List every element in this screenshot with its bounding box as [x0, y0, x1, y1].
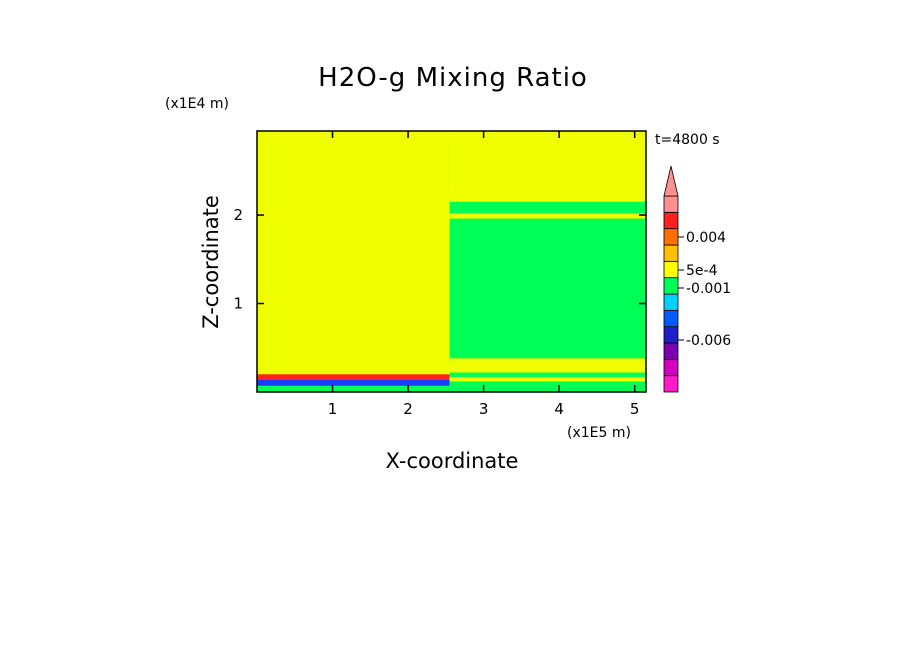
x-tick-label: 3	[479, 400, 489, 418]
field-region	[257, 374, 450, 380]
colorbar: 0.004 5e-4 -0.001 -0.006	[663, 165, 731, 393]
x-tick-label: 2	[403, 400, 413, 418]
y-axis-ticks: 12	[233, 206, 646, 313]
chart-title: H2O-g Mixing Ratio	[318, 63, 588, 93]
x-unit-label: (x1E5 m)	[567, 425, 631, 441]
x-tick-label: 1	[328, 400, 338, 418]
colorbar-segment	[663, 260, 679, 279]
plot-area	[256, 130, 647, 393]
colorbar-segment	[663, 326, 679, 344]
x-tick-label: 5	[630, 400, 640, 418]
field-region	[257, 385, 450, 392]
colorbar-segment	[663, 375, 679, 393]
colorbar-segment	[663, 293, 679, 311]
plot-frame	[256, 130, 647, 393]
colorbar-segment	[663, 195, 679, 213]
colorbar-label: -0.001	[686, 281, 731, 297]
z-unit-label: (x1E4 m)	[165, 96, 229, 112]
field-region	[449, 376, 646, 382]
x-axis-label: X-coordinate	[386, 449, 519, 473]
colorbar-segment	[663, 277, 679, 295]
field-region	[257, 379, 450, 386]
colorbar-extension	[663, 165, 679, 197]
colorbar-label: -0.006	[686, 333, 731, 349]
field-region	[449, 131, 646, 202]
y-tick-label: 2	[233, 206, 243, 224]
colorbar-label: 0.004	[686, 230, 726, 246]
time-label: t=4800 s	[655, 132, 720, 148]
colorbar-segment	[663, 342, 679, 360]
field-region	[257, 131, 450, 392]
colorbar-label: 5e-4	[686, 263, 718, 279]
x-axis-ticks: 1 2 3 4 5	[328, 131, 640, 418]
y-tick-label: 1	[233, 295, 243, 313]
field-region	[449, 358, 646, 373]
field-region	[449, 213, 646, 219]
x-tick-label: 4	[554, 400, 564, 418]
y-axis-label: Z-coordinate	[199, 195, 223, 329]
colorbar-segment	[663, 309, 679, 328]
colorbar-segment	[663, 244, 679, 262]
colorbar-segment	[663, 228, 679, 246]
colorbar-segment	[663, 211, 679, 230]
colorbar-segment	[663, 358, 679, 377]
